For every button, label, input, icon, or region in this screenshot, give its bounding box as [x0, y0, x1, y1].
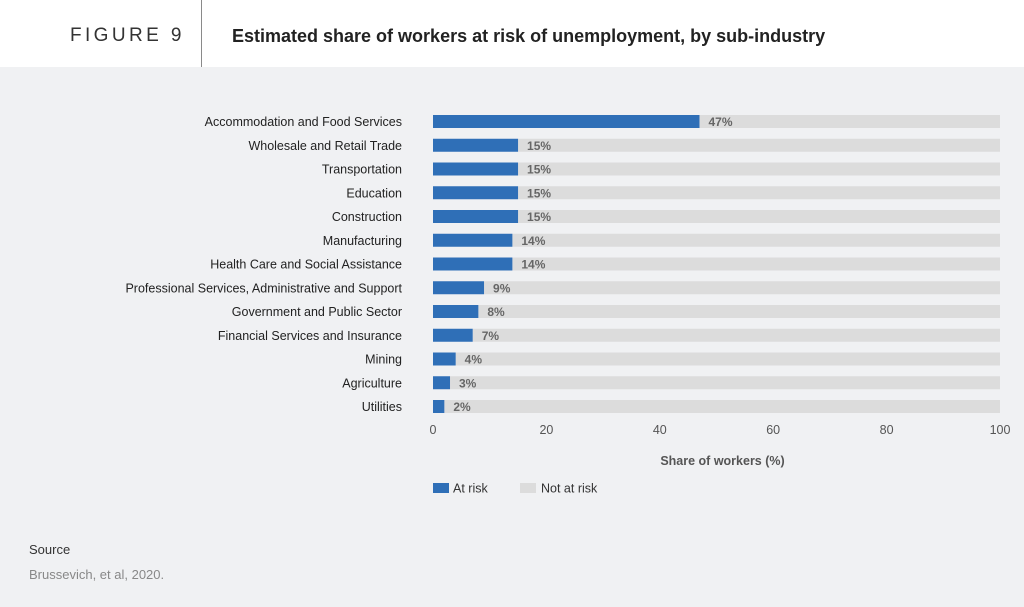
not-at-risk-bar [450, 376, 1000, 390]
not-at-risk-bar [518, 162, 1000, 176]
category-label: Wholesale and Retail Trade [248, 139, 402, 153]
value-label: 47% [708, 115, 732, 129]
not-at-risk-bar [444, 400, 1001, 413]
category-label: Professional Services, Administrative an… [125, 281, 402, 295]
not-at-risk-bar [518, 138, 1000, 152]
value-label: 3% [459, 376, 477, 390]
at-risk-bar [433, 400, 445, 413]
at-risk-bar [433, 257, 513, 271]
x-tick-label: 40 [653, 423, 667, 437]
at-risk-bar [433, 281, 485, 295]
not-at-risk-bar [472, 328, 1000, 342]
bar-chart: 47% Accommodation and Food Services 15% Who… [125, 115, 1011, 496]
not-at-risk-bar [512, 257, 1000, 271]
at-risk-bar [433, 328, 473, 342]
value-label: 15% [527, 163, 551, 177]
at-risk-bar [433, 186, 519, 200]
value-label: 9% [493, 281, 511, 295]
x-tick-label: 60 [766, 423, 780, 437]
value-label: 7% [482, 329, 500, 343]
figure-header: FIGURE 9 Estimated share of workers at r… [0, 0, 1024, 67]
at-risk-bar [433, 162, 519, 176]
category-label: Transportation [322, 163, 402, 177]
not-at-risk-bar [484, 281, 1000, 295]
not-at-risk-bar [518, 186, 1000, 200]
not-at-risk-bar [512, 233, 1000, 247]
x-tick-label: 20 [539, 423, 553, 437]
at-risk-bar [433, 210, 519, 223]
x-axis-label: Share of workers (%) [660, 454, 784, 468]
not-at-risk-bar [518, 210, 1000, 223]
x-tick-label: 100 [990, 423, 1011, 437]
chart-title: Estimated share of workers at risk of un… [232, 26, 826, 46]
not-at-risk-bar [478, 305, 1000, 318]
category-label: Government and Public Sector [232, 305, 402, 319]
legend-swatch-at-risk [433, 483, 449, 493]
category-label: Construction [332, 210, 402, 224]
x-tick-label: 80 [880, 423, 894, 437]
category-label: Health Care and Social Assistance [210, 258, 402, 272]
at-risk-bar [433, 233, 513, 247]
source-label: Source [29, 542, 71, 557]
at-risk-bar [433, 305, 479, 318]
category-label: Agriculture [342, 376, 402, 390]
legend-label-at-risk: At risk [453, 482, 488, 496]
header-divider [201, 0, 202, 67]
value-label: 15% [527, 210, 551, 224]
category-label: Manufacturing [323, 234, 402, 248]
category-label: Mining [365, 353, 402, 367]
source-text: Brussevich, et al, 2020. [29, 567, 165, 582]
at-risk-bar [433, 115, 700, 128]
value-label: 14% [521, 258, 545, 272]
value-label: 15% [527, 139, 551, 153]
value-label: 15% [527, 186, 551, 200]
legend-label-not-at-risk: Not at risk [541, 482, 598, 496]
value-label: 4% [465, 353, 483, 367]
x-tick-label: 0 [430, 423, 437, 437]
category-label: Utilities [362, 400, 402, 414]
value-label: 8% [487, 305, 505, 319]
value-label: 14% [521, 234, 545, 248]
at-risk-bar [433, 352, 456, 366]
category-label: Education [346, 186, 402, 200]
at-risk-bar [433, 138, 519, 152]
not-at-risk-bar [455, 352, 1000, 366]
figure-label: FIGURE 9 [70, 25, 185, 46]
not-at-risk-bar [699, 115, 1000, 128]
legend-swatch-not-at-risk [520, 483, 536, 493]
at-risk-bar [433, 376, 451, 390]
category-label: Financial Services and Insurance [218, 329, 402, 343]
value-label: 2% [453, 400, 471, 414]
category-label: Accommodation and Food Services [205, 115, 402, 129]
